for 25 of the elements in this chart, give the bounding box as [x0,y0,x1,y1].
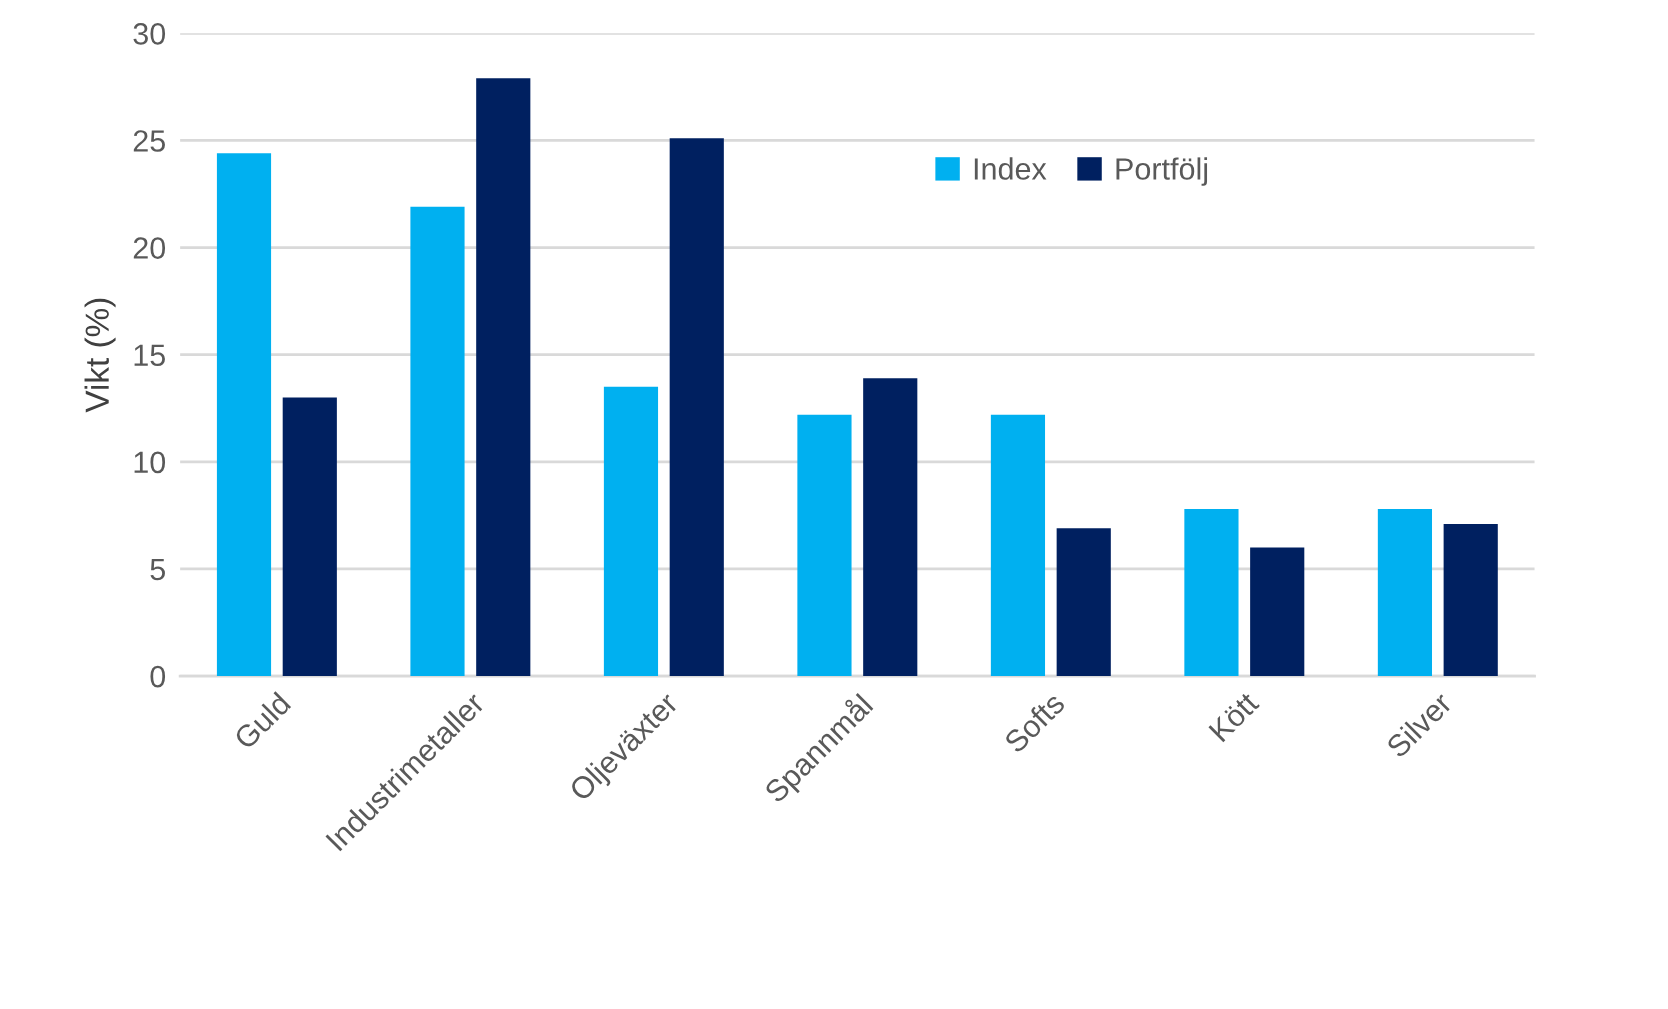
bar [1377,508,1433,677]
bar [282,397,337,677]
y-tick-label: 25 [133,130,165,152]
bar [1184,508,1239,677]
bar [863,378,918,677]
y-tick-label: 5 [150,558,165,581]
bar [410,206,465,677]
x-tick-label: Kött [1208,690,1261,743]
bar [797,414,852,677]
bar [1443,523,1498,677]
bar [669,138,724,677]
bar [1250,547,1305,677]
bar [603,386,659,677]
bar [476,78,531,677]
y-tick-label: 20 [133,237,166,259]
y-tick-label: 30 [133,23,166,45]
y-tick-label: 10 [134,451,166,474]
bar [990,414,1046,677]
bar [216,153,272,677]
legend-label: Portfölj [1116,157,1208,186]
y-tick-label: 15 [134,344,165,367]
y-tick-label: 0 [150,665,166,688]
bar [1056,528,1111,677]
legend-label: Index [974,157,1047,180]
y-axis-title: Vikt (%) [84,298,116,413]
